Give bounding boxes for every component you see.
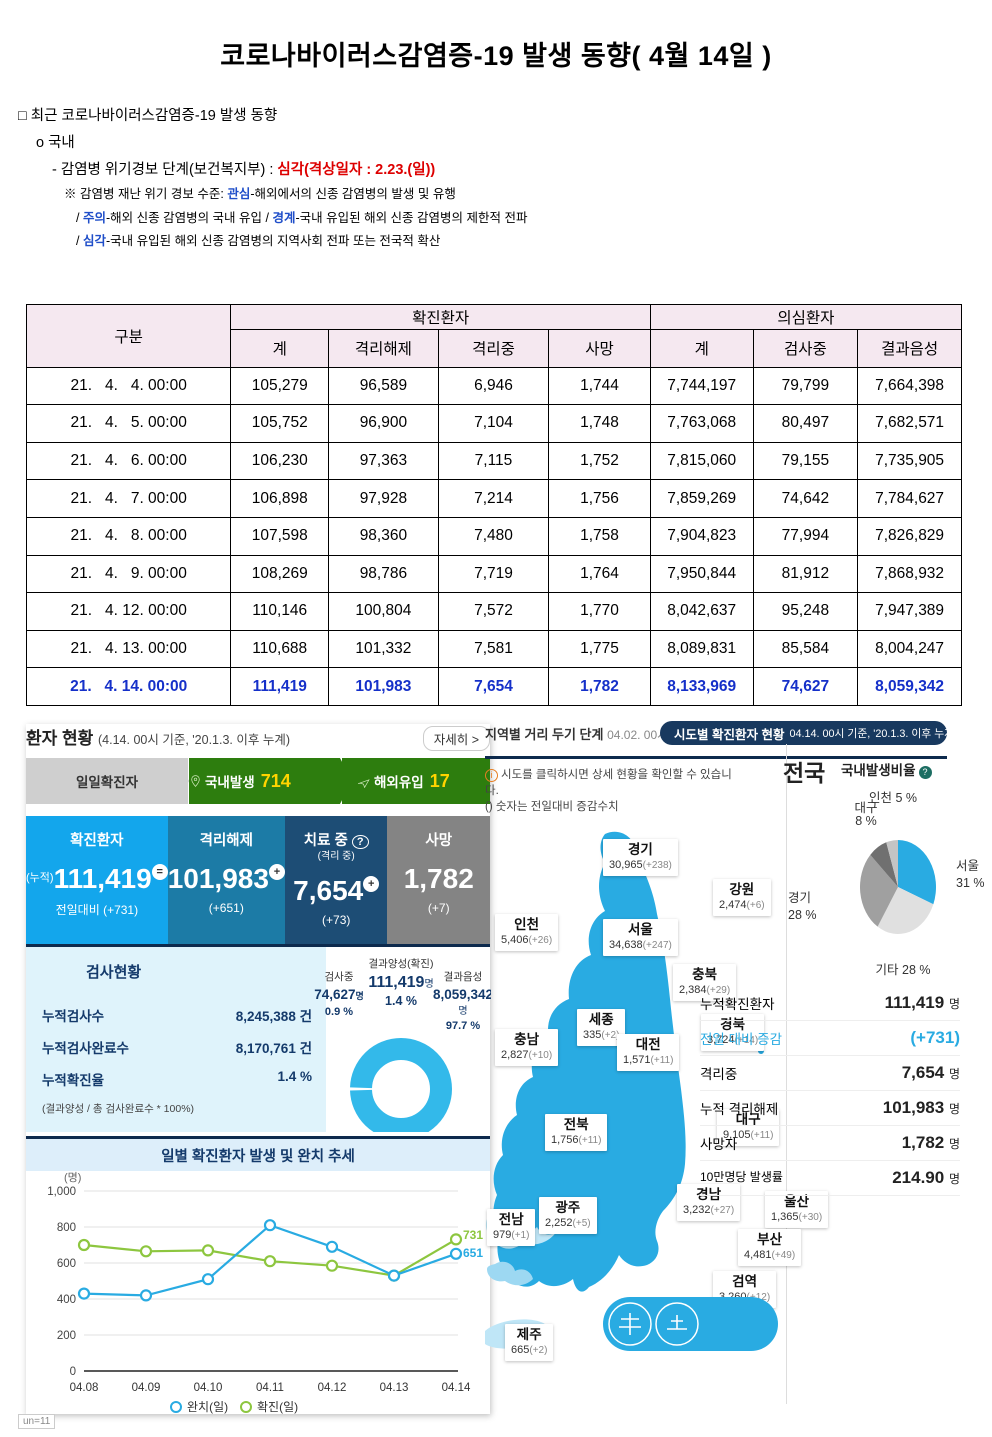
svg-text:1.4 %: 1.4 % [385,994,417,1008]
svg-text:기타 28 %: 기타 28 % [876,963,931,977]
svg-text:완치(일): 완치(일) [187,1400,228,1414]
svg-text:600: 600 [57,1258,76,1270]
svg-text:400: 400 [57,1294,76,1306]
svg-text:인천 5 %: 인천 5 % [869,790,917,805]
svg-text:04.12: 04.12 [318,1382,347,1394]
svg-text:결과양성(확진): 결과양성(확진) [369,957,434,970]
svg-text:8,059,342: 8,059,342 [433,987,491,1002]
svg-text:731: 731 [463,1228,483,1242]
svg-text:04.11: 04.11 [256,1382,284,1394]
svg-text:확진(일): 확진(일) [257,1400,298,1414]
svg-text:97.7 %: 97.7 % [446,1020,480,1032]
svg-text:8 %: 8 % [855,814,877,828]
svg-text:800: 800 [57,1222,76,1234]
svg-text:(명): (명) [64,1171,81,1184]
svg-text:04.08: 04.08 [70,1382,99,1394]
svg-text:검사중: 검사중 [325,971,354,983]
svg-text:04.14: 04.14 [442,1382,471,1394]
svg-text:651: 651 [463,1246,483,1260]
svg-text:31 %: 31 % [956,876,985,890]
svg-text:04.13: 04.13 [380,1382,409,1394]
svg-text:명: 명 [458,1005,467,1017]
svg-text:결과음성: 결과음성 [444,971,483,983]
svg-text:74,627명: 74,627명 [314,987,364,1002]
svg-text:0: 0 [70,1366,76,1378]
svg-text:111,419명: 111,419명 [368,974,433,991]
svg-text:1,000: 1,000 [47,1186,76,1198]
svg-text:서울: 서울 [956,859,979,873]
svg-text:28 %: 28 % [788,908,817,922]
svg-text:04.09: 04.09 [132,1382,161,1394]
svg-text:경기: 경기 [788,891,811,905]
svg-text:200: 200 [57,1330,76,1342]
svg-text:0.9 %: 0.9 % [325,1006,353,1018]
svg-text:04.10: 04.10 [194,1382,223,1394]
